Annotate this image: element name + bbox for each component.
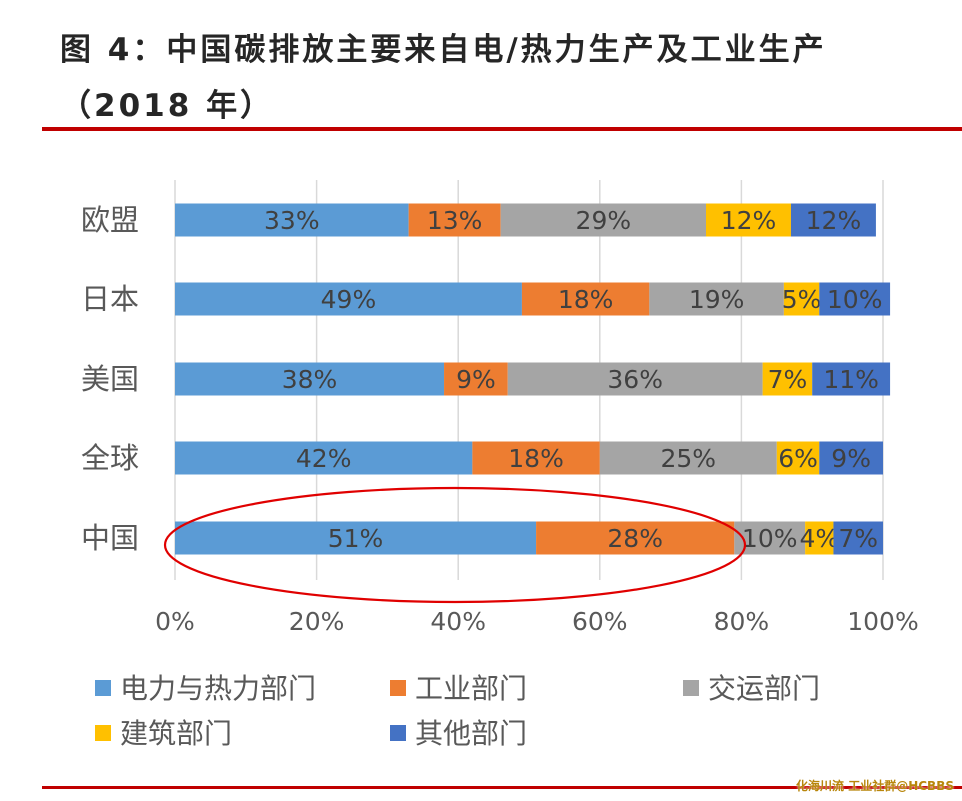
category-label: 日本 [81, 282, 139, 316]
bar-segment [819, 441, 883, 475]
data-label: 18% [508, 444, 564, 473]
highlight-ellipse [163, 486, 747, 604]
bar-segment [706, 203, 791, 237]
bar-segment [819, 282, 891, 316]
data-label: 38% [282, 365, 338, 394]
legend-label: 建筑部门 [120, 717, 232, 750]
data-label: 49% [321, 285, 377, 314]
bar-segment [783, 282, 820, 316]
data-label: 12% [806, 206, 862, 235]
category-label: 欧盟 [81, 203, 139, 237]
legend-swatch [95, 680, 111, 696]
data-label: 7% [768, 365, 808, 394]
bar-segment [521, 282, 650, 316]
bar-segment [599, 441, 777, 475]
bar-segment [175, 203, 409, 237]
data-label: 10% [742, 524, 798, 553]
bar-segment [812, 362, 891, 396]
data-label: 11% [823, 365, 879, 394]
legend-label: 交运部门 [708, 672, 820, 705]
category-label: 美国 [81, 362, 139, 396]
chart-title: 图 4：中国碳排放主要来自电/热力生产及工业生产 （2018 年） [60, 22, 950, 134]
data-label: 13% [427, 206, 483, 235]
watermark-text: 化海川流 工业社群@HCBBS [796, 779, 954, 793]
bar-segment [649, 282, 784, 316]
x-tick-label: 100% [847, 607, 918, 636]
bar-segment [536, 521, 735, 555]
bar-segment [175, 362, 445, 396]
data-label: 18% [558, 285, 614, 314]
data-label: 19% [689, 285, 745, 314]
bar-segment [805, 521, 834, 555]
category-label: 中国 [81, 521, 139, 555]
legend-label: 电力与热力部门 [120, 672, 316, 705]
data-label: 5% [782, 285, 822, 314]
data-label: 42% [296, 444, 352, 473]
data-label: 12% [721, 206, 777, 235]
data-label: 7% [838, 524, 878, 553]
data-label: 33% [264, 206, 320, 235]
bars: 33% 13% 29% 12% 12%49% 18% 19% 5% 10%38% 9% 36% 7% 1… [175, 203, 891, 555]
title-line-2: （2018 年） [60, 88, 275, 124]
data-label: 4% [799, 524, 839, 553]
bar-segment [833, 521, 883, 555]
bar-segment [776, 441, 820, 475]
legend-swatch [390, 725, 406, 741]
data-label: 9% [456, 365, 496, 394]
x-tick-label: 80% [714, 607, 770, 636]
x-tick-label: 40% [430, 607, 486, 636]
x-tick-labels: 0% 20% 40% 60% 80% 100% [155, 607, 919, 636]
data-label: 28% [607, 524, 663, 553]
data-label: 6% [778, 444, 818, 473]
data-label: 25% [661, 444, 717, 473]
legend-label: 工业部门 [415, 672, 527, 705]
legend-swatch [95, 725, 111, 741]
data-label: 51% [328, 524, 384, 553]
data-label: 29% [576, 206, 632, 235]
bar-segment [472, 441, 600, 475]
bar-segment [507, 362, 763, 396]
bar-segment [790, 203, 876, 237]
bar-segment [175, 521, 537, 555]
bar-segment [500, 203, 706, 237]
category-label: 全球 [81, 441, 139, 475]
top-divider [42, 127, 962, 131]
bar-segment [444, 362, 508, 396]
bar-segment [175, 441, 473, 475]
bar-segment [408, 203, 501, 237]
data-label: 10% [827, 285, 883, 314]
x-tick-label: 0% [155, 607, 195, 636]
legend-swatch [390, 680, 406, 696]
x-tick-label: 20% [289, 607, 345, 636]
title-line-1: 图 4：中国碳排放主要来自电/热力生产及工业生产 [60, 32, 827, 68]
data-label: 36% [607, 365, 663, 394]
legend-label: 其他部门 [415, 717, 527, 750]
bottom-divider [42, 786, 962, 789]
bar-segment [734, 521, 806, 555]
legend-swatch [683, 680, 699, 696]
bar-segment [175, 282, 522, 316]
highlight-layer [163, 486, 747, 604]
data-label: 9% [831, 444, 871, 473]
bar-segment [762, 362, 813, 396]
x-tick-label: 60% [572, 607, 628, 636]
